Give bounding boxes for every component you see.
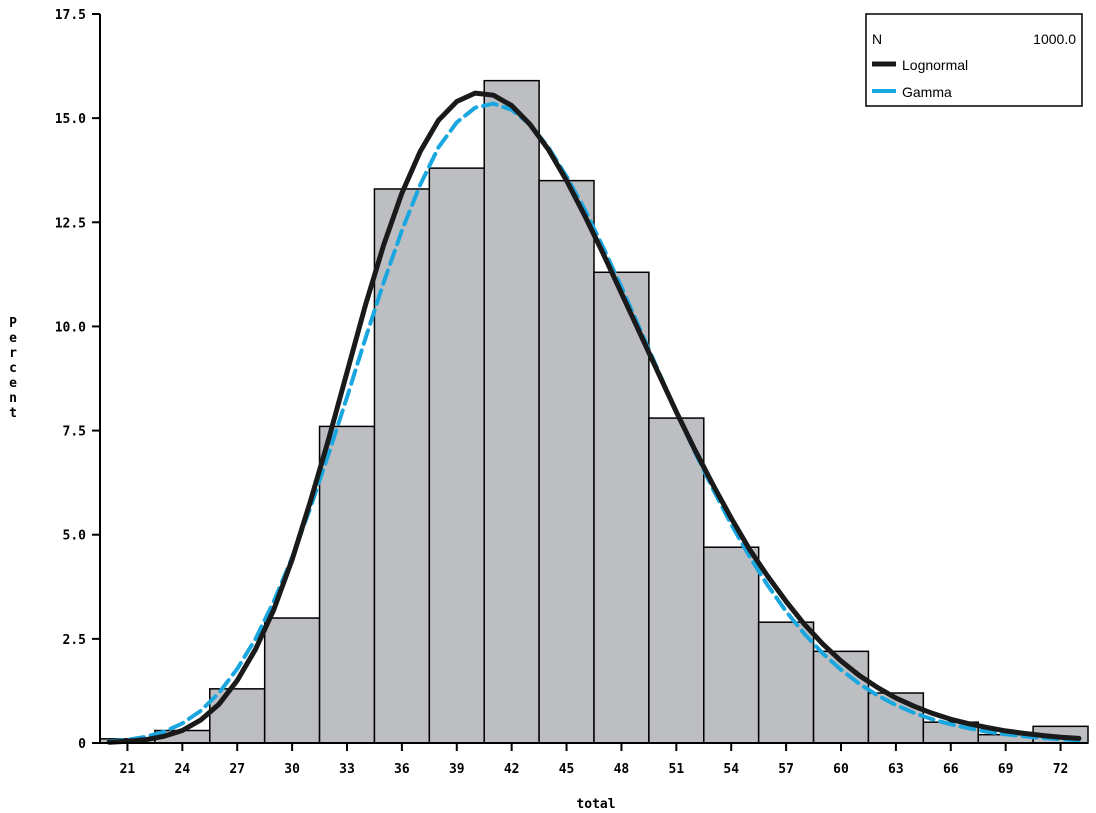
x-tick-label: 36 bbox=[394, 762, 410, 777]
legend-n-label: N bbox=[872, 31, 882, 47]
histogram-bar bbox=[209, 688, 266, 744]
x-tick-label: 42 bbox=[504, 762, 520, 777]
lognormal-curve bbox=[106, 90, 1082, 745]
histogram-bar bbox=[593, 271, 650, 744]
histogram-bar bbox=[812, 650, 870, 744]
y-axis-title-letter: r bbox=[9, 346, 17, 361]
density-curves bbox=[106, 90, 1082, 745]
x-axis-title: total bbox=[576, 797, 615, 812]
y-tick-label: 7.5 bbox=[63, 425, 86, 440]
y-axis-title-letter: t bbox=[9, 406, 17, 421]
x-tick-label: 27 bbox=[229, 762, 245, 777]
gamma-curve bbox=[107, 101, 1081, 744]
y-axis-ticks: 0 2.5 5.0 7.5 10.0 12.5 15.0 17.5 bbox=[55, 8, 100, 752]
histogram-bar bbox=[318, 425, 376, 744]
x-tick-label: 66 bbox=[943, 762, 959, 777]
histogram-bar bbox=[648, 417, 705, 744]
x-axis-ticks: 21 24 27 30 33 36 39 42 45 48 51 54 57 60 63 66 69 72 bbox=[120, 743, 1069, 777]
y-tick-label: 15.0 bbox=[55, 112, 86, 127]
y-axis-title-letter: e bbox=[9, 376, 17, 391]
x-tick-label: 48 bbox=[614, 762, 630, 777]
y-axis-title-letter: c bbox=[9, 361, 17, 376]
y-tick-label: 12.5 bbox=[55, 216, 86, 231]
x-tick-label: 45 bbox=[559, 762, 575, 777]
legend-lognormal-label: Lognormal bbox=[902, 57, 968, 73]
x-tick-label: 72 bbox=[1053, 762, 1069, 777]
histogram-bar bbox=[867, 692, 925, 744]
x-tick-label: 21 bbox=[120, 762, 136, 777]
x-tick-label: 63 bbox=[888, 762, 904, 777]
x-tick-label: 57 bbox=[778, 762, 794, 777]
y-tick-label: 10.0 bbox=[55, 320, 86, 335]
histogram-bar bbox=[703, 546, 760, 744]
y-axis-title-letter: n bbox=[9, 391, 17, 406]
x-tick-label: 69 bbox=[998, 762, 1014, 777]
legend-gamma-label: Gamma bbox=[902, 84, 952, 100]
axes bbox=[99, 14, 1088, 744]
x-tick-label: 54 bbox=[723, 762, 739, 777]
histogram-bar bbox=[483, 79, 540, 744]
histogram-bars bbox=[99, 79, 1089, 744]
y-tick-label: 5.0 bbox=[63, 529, 87, 544]
x-tick-label: 39 bbox=[449, 762, 465, 777]
legend-n-value: 1000.0 bbox=[1033, 31, 1076, 47]
histogram-bar bbox=[428, 167, 485, 744]
legend-box bbox=[865, 13, 1083, 107]
y-axis-title-letter: e bbox=[9, 331, 17, 346]
histogram-bar bbox=[373, 188, 431, 744]
y-tick-label: 0 bbox=[78, 737, 86, 752]
legend: N 1000.0 Lognormal Gamma bbox=[865, 13, 1083, 107]
x-tick-label: 30 bbox=[284, 762, 300, 777]
x-tick-label: 33 bbox=[339, 762, 355, 777]
y-tick-label: 17.5 bbox=[55, 8, 86, 23]
y-axis-title-letter: P bbox=[9, 316, 17, 331]
histogram-bar bbox=[757, 621, 815, 744]
histogram-bar bbox=[263, 617, 321, 744]
x-tick-label: 24 bbox=[175, 762, 191, 777]
y-tick-label: 2.5 bbox=[63, 633, 86, 648]
histogram-bar bbox=[538, 179, 595, 744]
x-tick-label: 60 bbox=[833, 762, 849, 777]
x-tick-label: 51 bbox=[669, 762, 685, 777]
